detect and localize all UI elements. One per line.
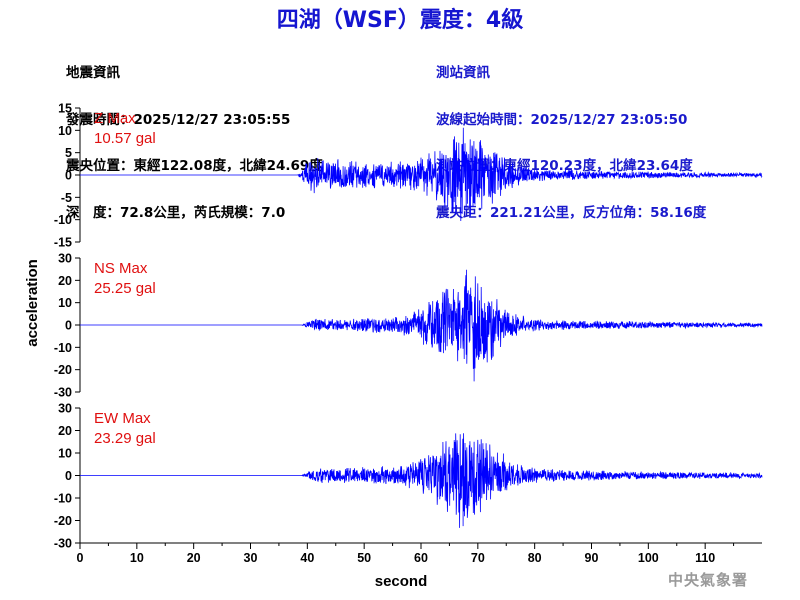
x-tick-label: 20 [187, 551, 201, 565]
y-tick-label-z: 5 [65, 146, 72, 160]
station-info-heading: 測站資訊 [436, 65, 490, 81]
y-tick-label-ns: 0 [65, 319, 72, 333]
agency-watermark: 中央氣象署 [667, 571, 748, 589]
x-tick-label: 0 [77, 551, 84, 565]
max-label-z: Z Max [94, 110, 136, 127]
waveform-ns [80, 269, 763, 382]
y-tick-label-ew: 0 [65, 469, 72, 483]
max-value-ew: 23.29 gal [94, 430, 156, 447]
x-tick-label: 100 [638, 551, 659, 565]
max-value-ns: 25.25 gal [94, 280, 156, 297]
max-label-ew: EW Max [94, 410, 151, 427]
x-tick-label: 70 [471, 551, 485, 565]
y-tick-label-ew: -10 [54, 492, 72, 506]
y-tick-label-z: -5 [61, 191, 72, 205]
quake-depth-magnitude: 深 度：72.8公里，芮氏規模：7.0 [66, 204, 286, 221]
station-info-block: 測站資訊 波線起始時間：2025/12/27 23:05:50 測站位置：東經1… [436, 35, 706, 237]
x-tick-label: 60 [414, 551, 428, 565]
chart-title: 四湖（WSF）震度：4級 [276, 8, 524, 33]
x-axis-label: second [375, 573, 428, 590]
y-tick-label-z: 10 [58, 124, 72, 138]
y-axis-label: acceleration [24, 259, 41, 347]
y-tick-label-z: -15 [54, 236, 72, 250]
waveform-ew [80, 433, 763, 528]
x-tick-label: 40 [300, 551, 314, 565]
quake-info-block: 地震資訊 發震時間：2025/12/27 23:05:55 震央位置：東經122… [66, 35, 323, 237]
x-tick-label: 10 [130, 551, 144, 565]
y-tick-label-z: 15 [58, 102, 72, 116]
waveform-z [80, 127, 763, 222]
y-tick-label-ew: -30 [54, 537, 72, 551]
x-tick-label: 50 [357, 551, 371, 565]
quake-info-heading: 地震資訊 [66, 65, 120, 81]
y-tick-label-ns: 10 [58, 296, 72, 310]
y-tick-label-z: -10 [54, 213, 72, 227]
y-tick-label-ew: 30 [58, 402, 72, 416]
y-tick-label-ew: 10 [58, 447, 72, 461]
max-label-ns: NS Max [94, 260, 148, 277]
y-tick-label-ns: -10 [54, 341, 72, 355]
y-tick-label-ns: -30 [54, 386, 72, 400]
station-start-time: 波線起始時間：2025/12/27 23:05:50 [436, 111, 688, 128]
quake-time: 發震時間：2025/12/27 23:05:55 [66, 111, 291, 128]
y-tick-label-ew: 20 [58, 424, 72, 438]
y-tick-label-ns: 30 [58, 252, 72, 266]
y-tick-label-ns: 20 [58, 274, 72, 288]
max-value-z: 10.57 gal [94, 130, 156, 147]
x-tick-label: 90 [585, 551, 599, 565]
x-tick-label: 80 [528, 551, 542, 565]
x-tick-label: 110 [695, 551, 715, 565]
station-distance: 震央距：221.21公里，反方位角：58.16度 [436, 204, 707, 221]
quake-location: 震央位置：東經122.08度，北緯24.69度 [66, 158, 323, 174]
y-tick-label-z: 0 [65, 169, 72, 183]
y-tick-label-ew: -20 [54, 514, 72, 528]
x-tick-label: 30 [244, 551, 258, 565]
y-tick-label-ns: -20 [54, 363, 72, 377]
